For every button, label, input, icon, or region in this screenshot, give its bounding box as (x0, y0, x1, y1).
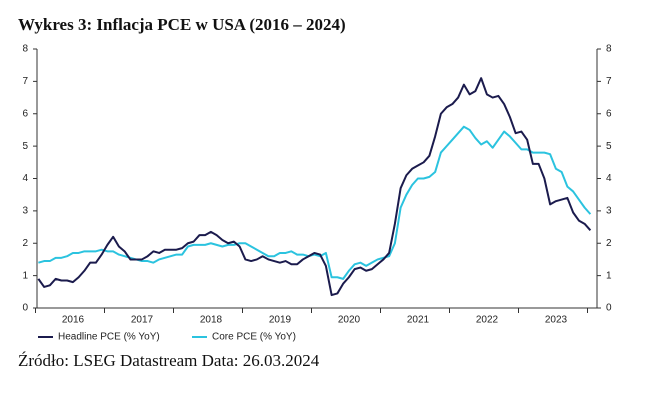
x-tick-label: 2021 (407, 315, 430, 326)
x-tick-label: 2023 (545, 315, 568, 326)
y-tick-label: 5 (22, 141, 28, 152)
legend-label: Core PCE (% YoY) (212, 332, 296, 343)
chart-title: Wykres 3: Inflacja PCE w USA (2016 – 202… (18, 15, 346, 34)
x-tick-label: 2018 (200, 315, 223, 326)
y2-tick-label: 0 (606, 303, 612, 314)
line-series (37, 77, 592, 297)
legend-label: Headline PCE (% YoY) (58, 332, 160, 343)
y-tick-label: 8 (22, 44, 28, 55)
y-tick-label: 6 (22, 108, 28, 119)
y-tick-label: 7 (22, 76, 28, 87)
y2-tick-label: 7 (606, 76, 612, 87)
source-note: Źródło: LSEG Datastream Data: 26.03.2024 (18, 351, 320, 370)
y2-tick-label: 4 (606, 173, 612, 184)
y2-tick-label: 8 (606, 44, 612, 55)
y-tick-label: 2 (22, 238, 28, 249)
x-tick-label: 2019 (269, 315, 292, 326)
y-tick-label: 1 (22, 270, 28, 281)
y-tick-label: 3 (22, 206, 28, 217)
y-tick-label: 4 (22, 173, 28, 184)
y2-tick-label: 2 (606, 238, 612, 249)
x-tick-label: 2020 (338, 315, 361, 326)
y2-tick-label: 5 (606, 141, 612, 152)
y2-tick-label: 3 (606, 206, 612, 217)
y2-tick-label: 6 (606, 108, 612, 119)
x-tick-label: 2022 (476, 315, 499, 326)
y2-tick-label: 1 (606, 270, 612, 281)
line-series (38, 125, 592, 280)
y-tick-label: 0 (22, 303, 28, 314)
x-tick-label: 2016 (62, 315, 85, 326)
x-tick-label: 2017 (131, 315, 154, 326)
